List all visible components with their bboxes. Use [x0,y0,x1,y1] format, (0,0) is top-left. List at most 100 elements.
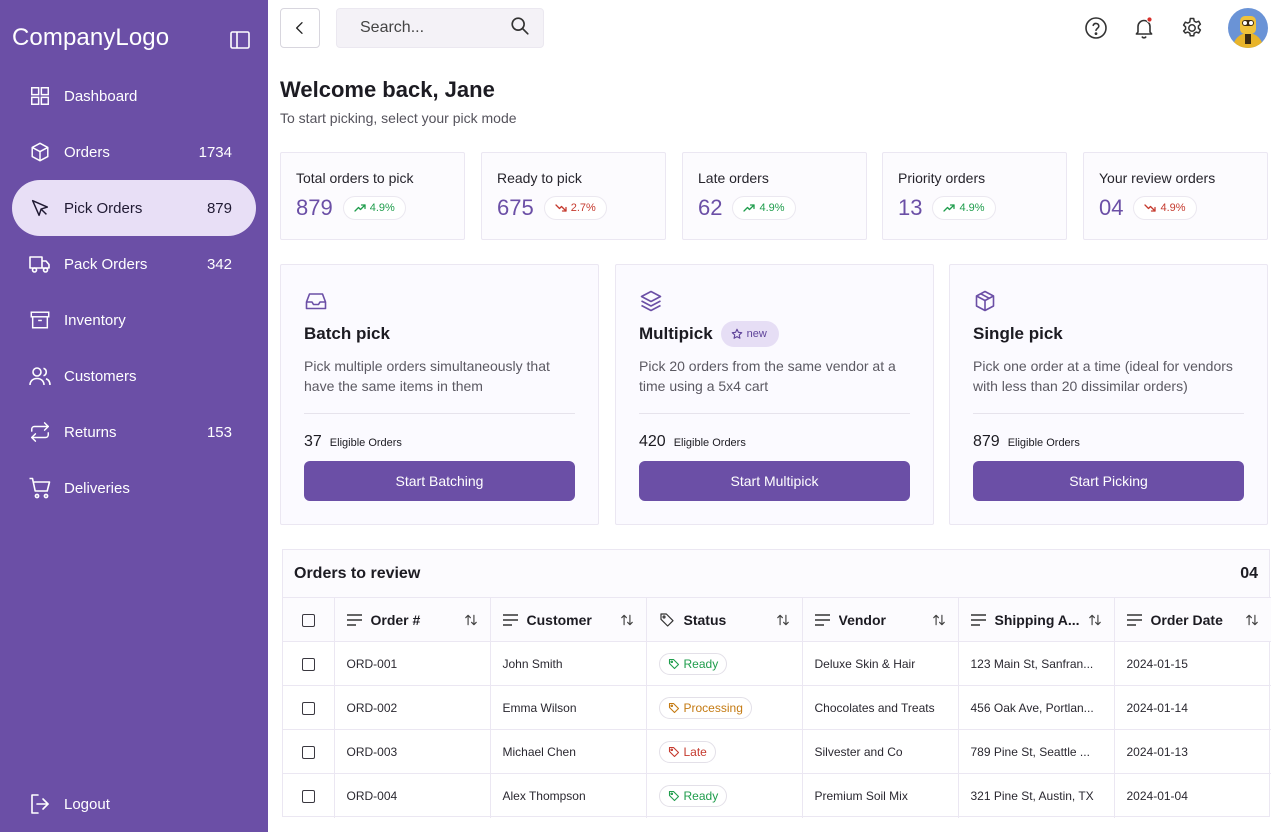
status-cell: Late [646,729,803,774]
user-avatar[interactable] [1228,8,1268,48]
table-row[interactable]: ORD-003 Michael Chen Late Silvester and … [283,729,1271,774]
settings-gear-icon[interactable] [1180,16,1204,40]
company-logo[interactable]: CompanyLogo [12,24,170,51]
cursor-icon [28,196,52,220]
column-header-order[interactable]: Order # [334,597,491,642]
text-lines-icon [814,613,830,626]
mode-description: Pick multiple orders simultaneously that… [304,358,550,394]
stat-card-ready-to-pick[interactable]: Ready to pick 675 2.7% [481,152,666,240]
column-header-order-date[interactable]: Order Date [1114,597,1271,642]
divider [639,413,910,414]
column-header-vendor[interactable]: Vendor [802,597,959,642]
order-date-cell: 2024-01-15 [1114,641,1271,686]
table-title: Orders to review [294,564,421,582]
sort-icon[interactable] [1088,613,1102,627]
stat-card-priority-orders[interactable]: Priority orders 13 4.9% [882,152,1067,240]
sidebar: CompanyLogo Dashboard Orders 1734 Pick O… [0,0,268,832]
table-header-row: Order # Customer Status Vendor Shipping … [283,597,1271,642]
repeat-icon [28,420,52,444]
trend-value: 2.7% [570,202,596,214]
row-select-cell [283,641,335,686]
sidebar-item-inventory[interactable]: Inventory [12,292,256,348]
mode-description: Pick one order at a time (ideal for vend… [973,358,1233,394]
start-multipick-button[interactable]: Start Multipick [639,461,910,501]
stat-card-total-orders[interactable]: Total orders to pick 879 4.9% [280,152,465,240]
back-button[interactable] [280,8,320,48]
bell-icon[interactable] [1132,16,1156,40]
trend-badge: 2.7% [543,196,607,220]
sidebar-toggle-icon[interactable] [228,28,252,52]
column-header-status[interactable]: Status [646,597,803,642]
column-header-shipping-address[interactable]: Shipping A... [958,597,1115,642]
status-label: Processing [683,700,743,715]
trend-up-icon [943,204,956,212]
column-header-customer[interactable]: Customer [490,597,647,642]
stat-title: Late orders [698,170,769,186]
row-checkbox[interactable] [301,745,315,759]
sort-icon[interactable] [932,613,946,627]
search-box [336,8,544,48]
inbox-icon [304,289,328,313]
mode-title: Batch pick [304,324,390,343]
chevron-left-icon [296,22,303,34]
sidebar-nav: Dashboard Orders 1734 Pick Orders 879 Pa… [12,68,256,516]
trend-up-icon [743,204,756,212]
start-picking-button[interactable]: Start Picking [973,461,1244,501]
trend-badge: 4.9% [1133,196,1197,220]
trend-badge: 4.9% [342,196,406,220]
eligible-label: Eligible Orders [1007,437,1080,449]
sort-icon[interactable] [776,613,790,627]
column-label: Customer [526,611,592,628]
search-input[interactable] [360,19,509,37]
table-row[interactable]: ORD-001 John Smith Ready Deluxe Skin & H… [283,641,1271,686]
trend-up-icon [354,204,366,212]
shipping-address-cell: 456 Oak Ave, Portlan... [958,685,1115,730]
text-lines-icon [346,613,362,626]
row-select-cell [283,729,335,774]
sidebar-item-label: Pick Orders [64,199,143,217]
eligible-count: 420 [639,433,666,450]
order-number-cell: ORD-002 [334,685,491,730]
table-row[interactable]: ORD-004 Alex Thompson Ready Premium Soil… [283,773,1271,818]
sidebar-item-label: Pack Orders [64,255,148,273]
help-icon[interactable] [1084,16,1108,40]
sidebar-item-deliveries[interactable]: Deliveries [12,460,256,516]
status-cell: Processing [646,685,803,730]
row-checkbox[interactable] [301,701,315,715]
text-lines-icon [1126,613,1142,626]
grid-icon [28,84,52,108]
sidebar-item-dashboard[interactable]: Dashboard [12,68,256,124]
sidebar-item-returns[interactable]: Returns 153 [12,404,256,460]
sidebar-item-pick-orders[interactable]: Pick Orders 879 [12,180,256,236]
row-checkbox[interactable] [301,789,315,803]
search-icon[interactable] [509,15,531,42]
stat-card-review-orders[interactable]: Your review orders 04 4.9% [1083,152,1268,240]
table-row[interactable]: ORD-002 Emma Wilson Processing Chocolate… [283,685,1271,730]
logout-button[interactable]: Logout [28,792,110,816]
text-lines-icon [502,613,518,626]
sidebar-item-pack-orders[interactable]: Pack Orders 342 [12,236,256,292]
trend-value: 4.9% [959,202,985,214]
row-checkbox[interactable] [301,657,315,671]
shipping-address-cell: 789 Pine St, Seattle ... [958,729,1115,774]
start-batching-button[interactable]: Start Batching [304,461,575,501]
new-badge: new [720,321,779,347]
page-subtitle: To start picking, select your pick mode [280,110,517,126]
sort-icon[interactable] [620,613,634,627]
new-badge-label: new [746,328,767,340]
sort-icon[interactable] [464,613,478,627]
users-icon [28,364,52,388]
sidebar-item-customers[interactable]: Customers [12,348,256,404]
sidebar-item-orders[interactable]: Orders 1734 [12,124,256,180]
sidebar-item-count: 879 [206,199,232,217]
column-label: Shipping A... [994,611,1080,628]
customer-cell: Emma Wilson [490,685,647,730]
row-select-cell [283,773,335,818]
select-all-checkbox[interactable] [301,614,315,628]
truck-icon [28,252,52,276]
sort-icon[interactable] [1245,613,1259,627]
archive-icon [28,308,52,332]
status-label: Late [683,744,707,759]
stat-card-late-orders[interactable]: Late orders 62 4.9% [682,152,867,240]
stat-title: Ready to pick [497,170,582,186]
